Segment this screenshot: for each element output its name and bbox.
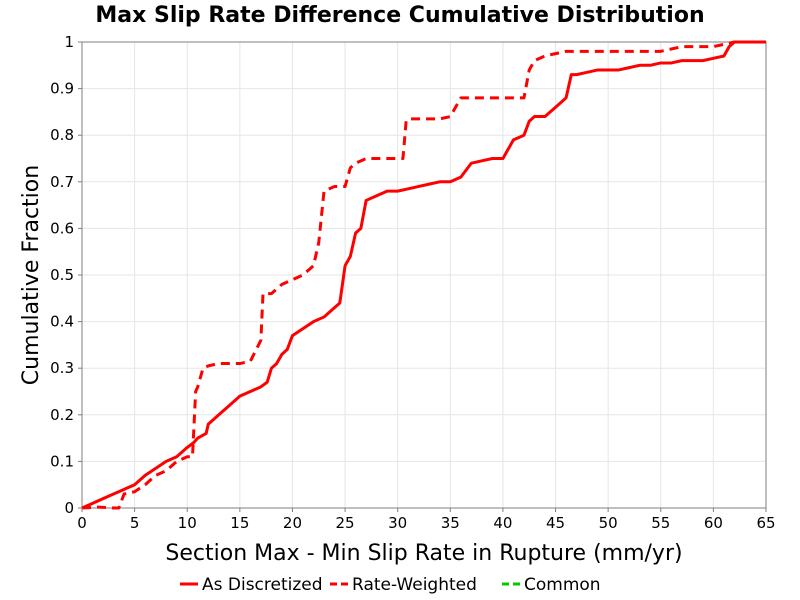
y-tick-label: 0.7 <box>50 173 74 191</box>
x-tick-label: 5 <box>130 514 140 532</box>
chart-title: Max Slip Rate Difference Cumulative Dist… <box>95 3 704 28</box>
y-tick-label: 0.4 <box>50 313 74 331</box>
grid <box>82 42 766 508</box>
x-tick-label: 0 <box>77 514 87 532</box>
y-tick-label: 0.9 <box>50 80 74 98</box>
legend-label: As Discretized <box>202 575 323 595</box>
y-tick-label: 0 <box>64 499 74 517</box>
x-tick-label: 20 <box>283 514 302 532</box>
x-tick-label: 15 <box>230 514 249 532</box>
y-tick-label: 1 <box>64 33 74 51</box>
y-tick-label: 0.3 <box>50 359 74 377</box>
series-line-as-discretized <box>81 40 766 510</box>
y-axis-ticks: 0 0.1 0.2 0.3 0.4 0.5 0.6 0.7 0.8 0.9 1 <box>50 33 82 517</box>
legend-label: Rate-Weighted <box>352 575 477 595</box>
y-tick-label: 0.8 <box>50 126 74 144</box>
series-line-rate-weighted <box>81 40 766 510</box>
x-tick-label: 30 <box>388 514 407 532</box>
x-tick-label: 65 <box>756 514 775 532</box>
series-layer <box>81 40 766 510</box>
x-tick-label: 35 <box>441 514 460 532</box>
y-tick-label: 0.5 <box>50 266 74 284</box>
legend: As Discretized Rate-Weighted Common <box>180 575 601 595</box>
x-tick-label: 50 <box>599 514 618 532</box>
legend-label: Common <box>524 575 601 595</box>
x-tick-label: 40 <box>493 514 512 532</box>
x-tick-label: 45 <box>546 514 565 532</box>
x-axis-label: Section Max - Min Slip Rate in Rupture (… <box>165 541 682 566</box>
x-tick-label: 55 <box>651 514 670 532</box>
y-tick-label: 0.6 <box>50 219 74 237</box>
x-tick-label: 25 <box>336 514 355 532</box>
x-tick-label: 10 <box>178 514 197 532</box>
y-tick-label: 0.2 <box>50 406 74 424</box>
y-axis-label: Cumulative Fraction <box>19 165 44 385</box>
x-axis-ticks: 0 5 10 15 20 25 30 35 40 45 50 55 60 65 <box>77 508 776 532</box>
y-tick-label: 0.1 <box>50 452 74 470</box>
x-tick-label: 60 <box>704 514 723 532</box>
